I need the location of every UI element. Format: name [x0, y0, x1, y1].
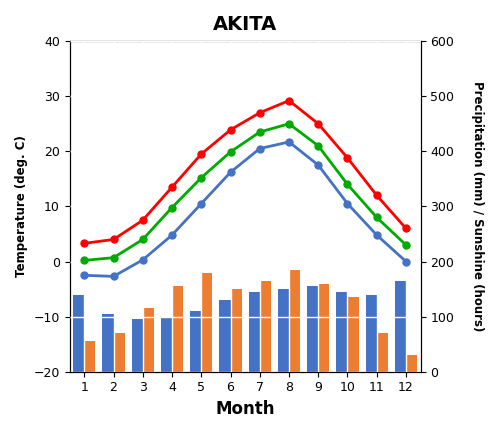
Bar — [278, 289, 289, 372]
Bar — [377, 333, 388, 372]
Bar — [132, 320, 143, 372]
Y-axis label: Temperature (deg. C): Temperature (deg. C) — [15, 136, 28, 278]
Bar — [336, 292, 347, 372]
Bar — [395, 281, 406, 372]
Bar — [260, 281, 271, 372]
Bar — [347, 297, 359, 372]
Bar — [84, 341, 95, 372]
Bar — [231, 289, 242, 372]
Bar — [102, 314, 114, 372]
Bar — [172, 286, 183, 372]
Bar — [366, 294, 377, 372]
Bar — [114, 333, 125, 372]
Bar — [220, 300, 231, 372]
Title: AKITA: AKITA — [213, 15, 277, 34]
Bar — [201, 272, 213, 372]
Bar — [289, 270, 300, 372]
Y-axis label: Precipitation (mm) / Sunshine (hours): Precipitation (mm) / Sunshine (hours) — [471, 81, 484, 332]
Bar — [249, 292, 260, 372]
Bar — [318, 284, 329, 372]
Bar — [307, 286, 318, 372]
X-axis label: Month: Month — [216, 400, 275, 418]
Bar — [161, 317, 172, 372]
Bar — [406, 355, 417, 372]
Bar — [190, 311, 201, 372]
Bar — [143, 308, 154, 372]
Bar — [73, 294, 84, 372]
